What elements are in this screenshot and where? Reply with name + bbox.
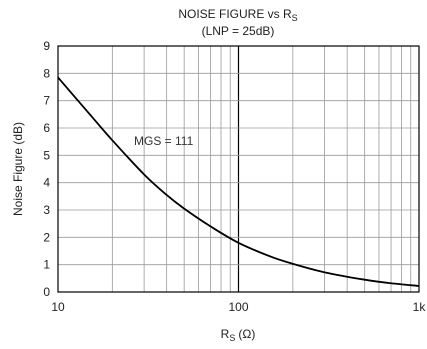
chart-title-subscript: S	[292, 13, 298, 23]
y-tick-label: 1	[43, 258, 50, 272]
x-axis-label: RS (Ω)	[221, 327, 256, 343]
x-axis-label-unit: (Ω)	[238, 327, 255, 341]
grid	[58, 46, 419, 292]
y-tick-label: 6	[43, 121, 50, 135]
x-axis-label-main: R	[221, 327, 230, 341]
x-tick-label: 10	[51, 300, 65, 314]
y-tick-label: 4	[43, 176, 50, 190]
y-tick-label: 5	[43, 148, 50, 162]
y-axis-label: Noise Figure (dB)	[11, 122, 25, 216]
y-tick-label: 7	[43, 94, 50, 108]
mgs-annotation: MGS = 111	[134, 134, 194, 148]
y-tick-label: 3	[43, 203, 50, 217]
y-tick-labels: 0 1 2 3 4 5 6 7 8 9	[43, 39, 50, 299]
y-tick-label: 8	[43, 66, 50, 80]
y-tick-label: 2	[43, 230, 50, 244]
chart-subtitle: (LNP = 25dB)	[202, 24, 275, 38]
series-group	[57, 76, 420, 287]
x-tick-label: 100	[228, 300, 248, 314]
x-axis-label-subscript: S	[229, 333, 235, 343]
noise-figure-curve	[57, 76, 420, 287]
y-tick-label: 0	[43, 285, 50, 299]
plot-frame	[57, 45, 420, 293]
chart-title: NOISE FIGURE vs RS	[178, 7, 297, 23]
y-tick-label: 9	[43, 39, 50, 53]
x-tick-label: 1k	[413, 300, 427, 314]
x-tick-labels: 10 100 1k	[51, 300, 426, 314]
chart-title-main: NOISE FIGURE vs R	[178, 7, 292, 21]
